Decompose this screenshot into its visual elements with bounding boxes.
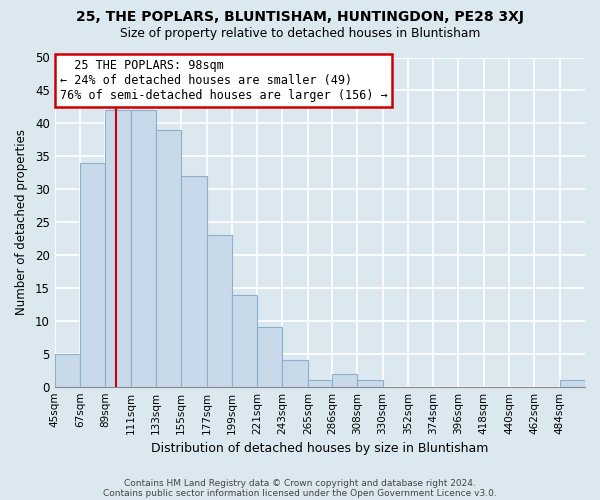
- X-axis label: Distribution of detached houses by size in Bluntisham: Distribution of detached houses by size …: [151, 442, 488, 455]
- Bar: [181, 176, 206, 386]
- Bar: [308, 380, 332, 386]
- Bar: [560, 380, 585, 386]
- Bar: [131, 110, 156, 386]
- Bar: [156, 130, 181, 386]
- Bar: [257, 328, 283, 386]
- Bar: [206, 236, 232, 386]
- Bar: [332, 374, 357, 386]
- Text: 25, THE POPLARS, BLUNTISHAM, HUNTINGDON, PE28 3XJ: 25, THE POPLARS, BLUNTISHAM, HUNTINGDON,…: [76, 10, 524, 24]
- Bar: [357, 380, 383, 386]
- Bar: [55, 354, 80, 386]
- Text: Contains public sector information licensed under the Open Government Licence v3: Contains public sector information licen…: [103, 488, 497, 498]
- Text: 25 THE POPLARS: 98sqm
← 24% of detached houses are smaller (49)
76% of semi-deta: 25 THE POPLARS: 98sqm ← 24% of detached …: [60, 59, 388, 102]
- Bar: [105, 110, 131, 386]
- Text: Size of property relative to detached houses in Bluntisham: Size of property relative to detached ho…: [120, 28, 480, 40]
- Y-axis label: Number of detached properties: Number of detached properties: [15, 129, 28, 315]
- Bar: [232, 294, 257, 386]
- Bar: [283, 360, 308, 386]
- Bar: [80, 163, 105, 386]
- Text: Contains HM Land Registry data © Crown copyright and database right 2024.: Contains HM Land Registry data © Crown c…: [124, 478, 476, 488]
